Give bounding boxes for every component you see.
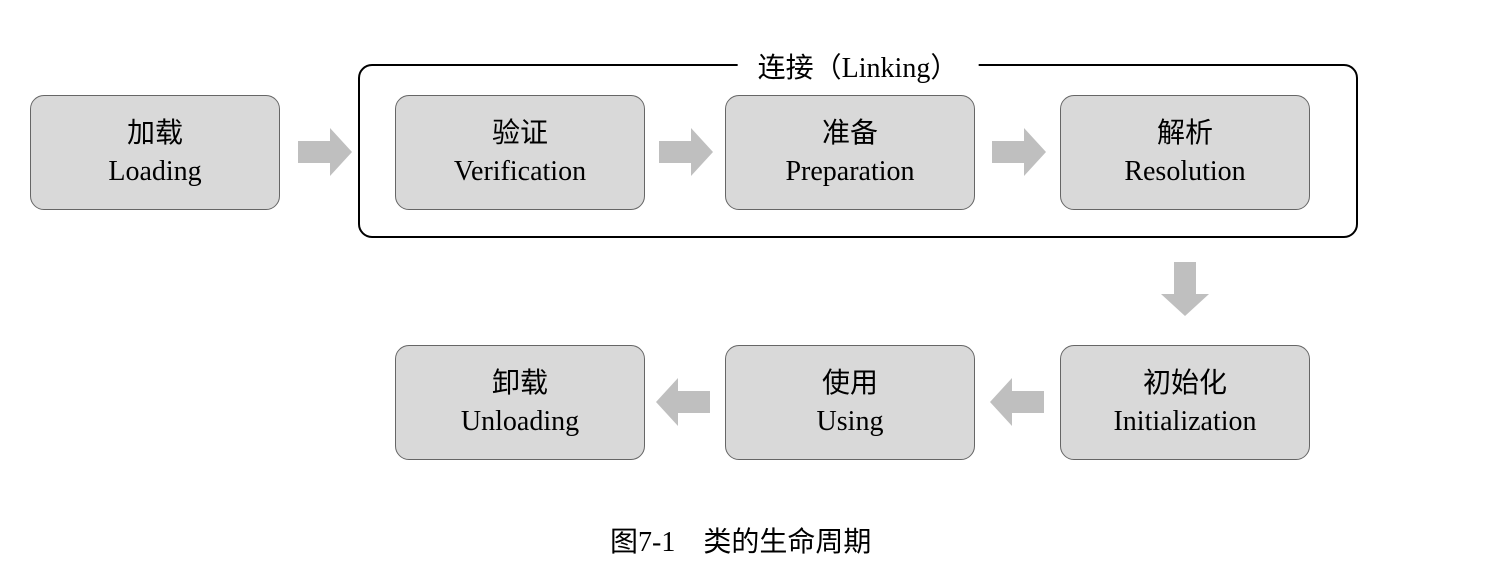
- node-resolution-cn: 解析: [1157, 115, 1213, 153]
- linking-group-label: 连接（Linking）: [738, 46, 979, 86]
- node-preparation-cn: 准备: [822, 115, 878, 153]
- node-using-cn: 使用: [822, 365, 878, 403]
- node-unloading-en: Unloading: [461, 403, 579, 441]
- node-loading-en: Loading: [108, 153, 201, 191]
- node-loading-cn: 加载: [127, 115, 183, 153]
- node-verification-en: Verification: [454, 153, 586, 191]
- node-initialization: 初始化 Initialization: [1060, 345, 1310, 460]
- node-verification: 验证 Verification: [395, 95, 645, 210]
- node-using-en: Using: [817, 403, 884, 441]
- class-lifecycle-diagram: 连接（Linking） 加载 Loading 验证 Verification 准…: [0, 0, 1492, 588]
- node-resolution-en: Resolution: [1124, 153, 1245, 191]
- node-unloading-cn: 卸载: [492, 365, 548, 403]
- node-preparation-en: Preparation: [785, 153, 914, 191]
- node-preparation: 准备 Preparation: [725, 95, 975, 210]
- node-initialization-en: Initialization: [1113, 403, 1256, 441]
- node-unloading: 卸载 Unloading: [395, 345, 645, 460]
- node-using: 使用 Using: [725, 345, 975, 460]
- node-loading: 加载 Loading: [30, 95, 280, 210]
- figure-caption: 图7-1 类的生命周期: [610, 520, 871, 560]
- node-initialization-cn: 初始化: [1143, 365, 1227, 403]
- node-verification-cn: 验证: [492, 115, 548, 153]
- node-resolution: 解析 Resolution: [1060, 95, 1310, 210]
